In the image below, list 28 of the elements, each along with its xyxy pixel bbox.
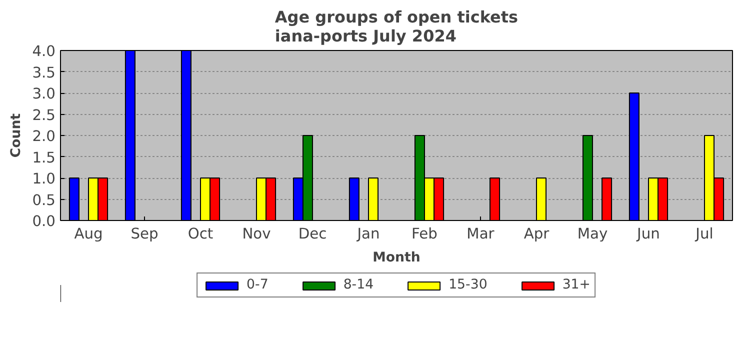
x-tick-label: Dec [298, 226, 327, 242]
y-tick-label: 0.5 [32, 192, 56, 209]
x-axis-title: Month [372, 250, 420, 266]
y-tick-label: 0.0 [32, 213, 56, 230]
x-tick-label: Aug [74, 226, 103, 242]
x-tick-label: Mar [466, 226, 496, 242]
chart-title: Age groups of open tickets iana-ports July 2024 [274, 8, 518, 46]
legend-label: 0-7 [246, 278, 268, 292]
x-tick-label: Sep [130, 226, 158, 242]
x-tick-label: May [577, 226, 608, 242]
x-tick-label: Nov [242, 226, 272, 242]
y-tick-label: 2.5 [32, 106, 56, 124]
legend-label: 31+ [562, 278, 590, 292]
x-tick-label: Apr [524, 226, 550, 242]
x-tick-label: Jun [636, 226, 660, 242]
y-tick-label: 2.0 [32, 128, 56, 145]
x-tick-label: Oct [188, 226, 214, 242]
x-tick-label: Feb [412, 226, 438, 242]
y-tick-label: 1.5 [32, 149, 56, 166]
y-tick-label: 3.5 [32, 64, 56, 82]
y-tick-label: 1.0 [32, 170, 56, 188]
y-tick-label: 3.0 [32, 86, 56, 102]
x-tick-label: Jan [356, 226, 380, 242]
y-axis-title: Count [9, 112, 24, 158]
x-tick-label: Jul [694, 226, 714, 242]
legend-label: 15-30 [448, 278, 488, 292]
y-tick-label: 4.0 [32, 43, 56, 60]
legend-label: 8-14 [343, 278, 374, 292]
